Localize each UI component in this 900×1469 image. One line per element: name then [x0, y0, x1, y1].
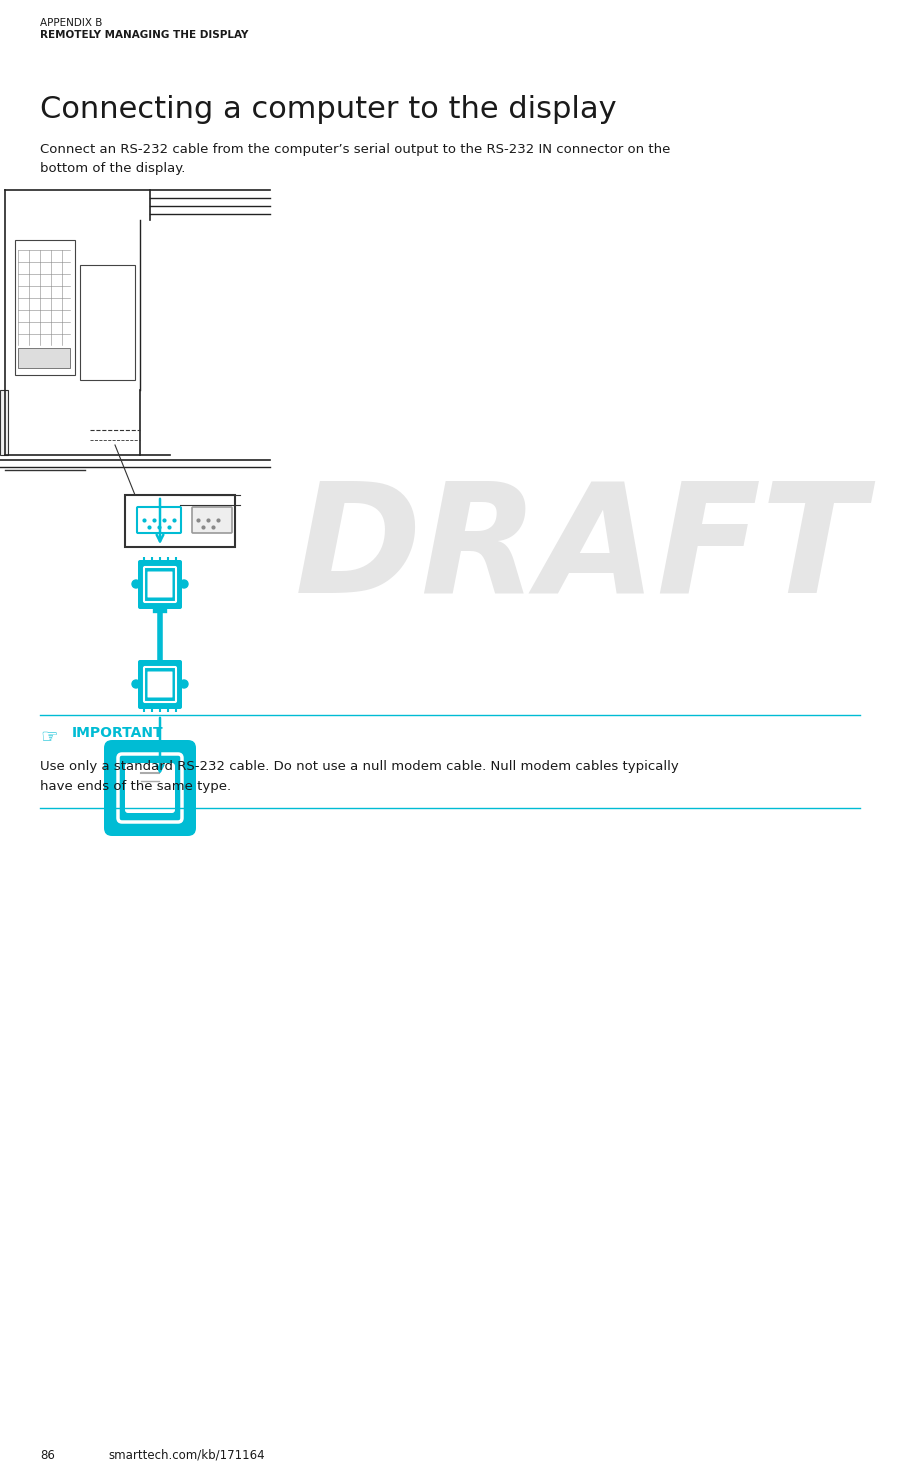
Bar: [18, 348, 70, 369]
Bar: [15, 239, 75, 375]
FancyBboxPatch shape: [144, 567, 176, 602]
FancyBboxPatch shape: [192, 507, 232, 533]
FancyBboxPatch shape: [138, 660, 182, 710]
Bar: [125, 495, 235, 546]
Text: ☞: ☞: [40, 729, 58, 748]
FancyBboxPatch shape: [138, 560, 182, 610]
FancyBboxPatch shape: [104, 740, 196, 836]
Text: have ends of the same type.: have ends of the same type.: [40, 780, 231, 793]
Bar: [0, 389, 8, 455]
Text: Connecting a computer to the display: Connecting a computer to the display: [40, 95, 616, 123]
FancyBboxPatch shape: [144, 667, 176, 702]
Text: bottom of the display.: bottom of the display.: [40, 162, 185, 175]
Text: REMOTELY MANAGING THE DISPLAY: REMOTELY MANAGING THE DISPLAY: [40, 29, 248, 40]
FancyBboxPatch shape: [125, 762, 175, 812]
Circle shape: [132, 580, 140, 588]
Circle shape: [132, 680, 140, 687]
Circle shape: [180, 580, 188, 588]
FancyBboxPatch shape: [148, 671, 173, 698]
FancyBboxPatch shape: [118, 754, 182, 823]
Text: DRAFT: DRAFT: [294, 476, 866, 624]
Text: smarttech.com/kb/171164: smarttech.com/kb/171164: [108, 1448, 265, 1462]
Circle shape: [180, 680, 188, 687]
FancyBboxPatch shape: [137, 507, 181, 533]
Text: 86: 86: [40, 1448, 55, 1462]
Text: Connect an RS-232 cable from the computer’s serial output to the RS-232 IN conne: Connect an RS-232 cable from the compute…: [40, 142, 670, 156]
FancyBboxPatch shape: [148, 571, 173, 598]
Text: APPENDIX B: APPENDIX B: [40, 18, 103, 28]
Bar: [80, 264, 135, 380]
Text: IMPORTANT: IMPORTANT: [72, 726, 164, 740]
Text: Use only a standard RS-232 cable. Do not use a null modem cable. Null modem cabl: Use only a standard RS-232 cable. Do not…: [40, 759, 679, 773]
